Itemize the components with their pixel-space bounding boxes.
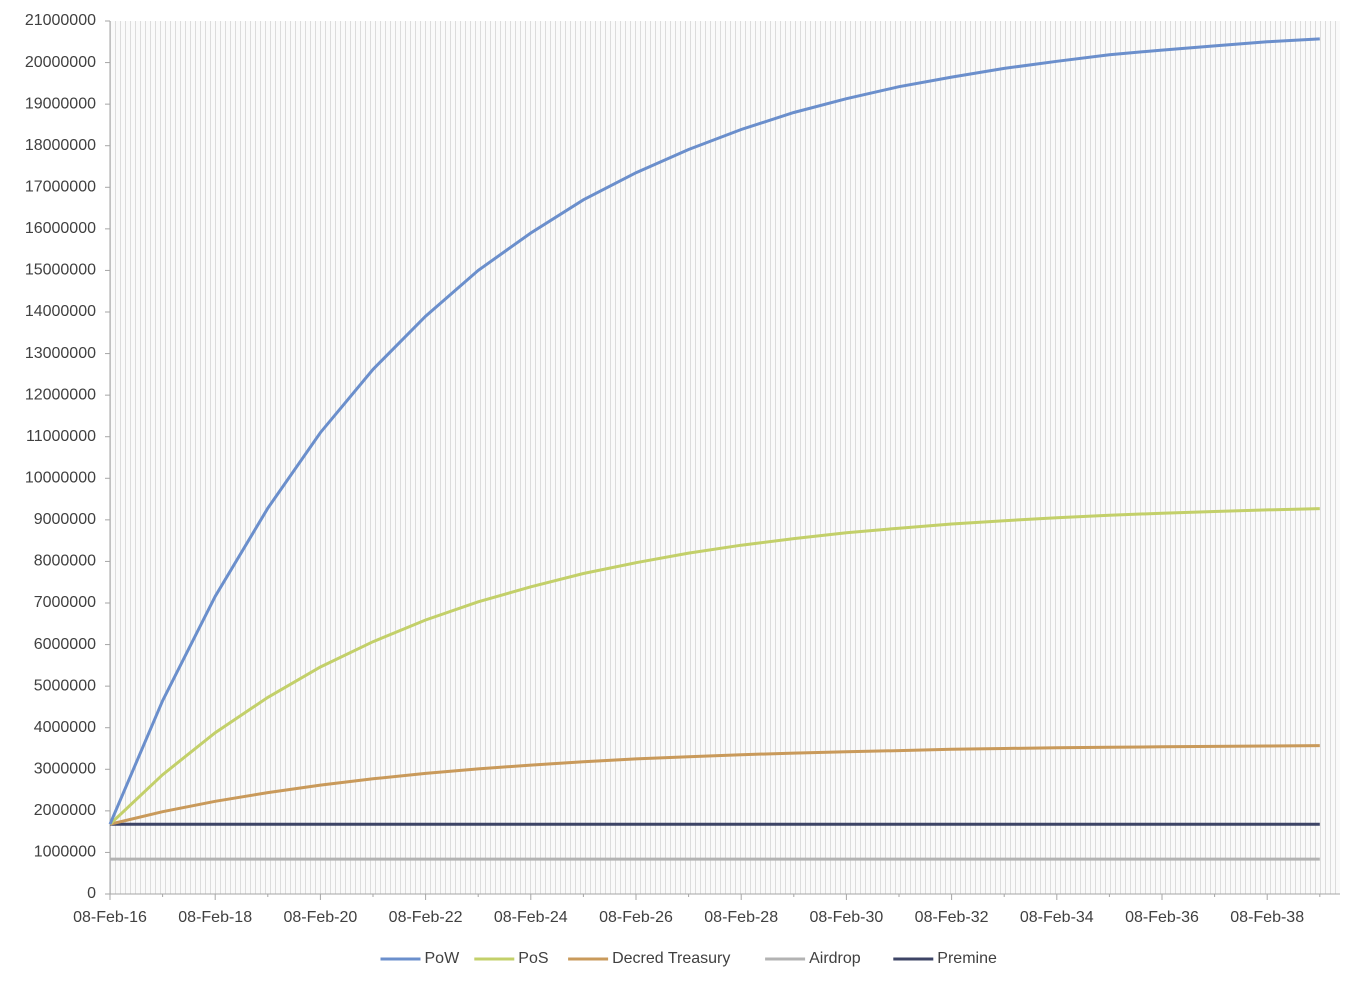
y-tick-label: 14000000 (25, 303, 96, 320)
x-tick-label: 08-Feb-20 (283, 909, 357, 926)
series-line (108, 507, 1320, 826)
x-tick-label: 08-Feb-22 (389, 909, 463, 926)
x-tick-label: 08-Feb-18 (178, 909, 252, 926)
x-tick-label: 08-Feb-38 (1230, 909, 1304, 926)
y-tick-label: 7000000 (34, 594, 96, 611)
y-tick-label: 21000000 (25, 12, 96, 29)
y-tick-label: 9000000 (34, 511, 96, 528)
y-tick-label: 13000000 (25, 345, 96, 362)
y-tick-label: 2000000 (34, 802, 96, 819)
series-line (109, 744, 1320, 826)
y-tick-label: 19000000 (25, 95, 96, 112)
legend-label: PoS (518, 950, 548, 967)
x-tick-label: 08-Feb-24 (494, 909, 568, 926)
x-tick-label: 08-Feb-30 (809, 909, 883, 926)
y-tick-label: 8000000 (34, 553, 96, 570)
y-tick-label: 20000000 (25, 54, 96, 71)
x-tick-label: 08-Feb-16 (73, 909, 147, 926)
x-tick-label: 08-Feb-36 (1125, 909, 1199, 926)
y-tick-label: 1000000 (34, 844, 96, 861)
x-tick-label: 08-Feb-28 (704, 909, 778, 926)
y-tick-label: 18000000 (25, 137, 96, 154)
y-tick-label: 15000000 (25, 262, 96, 279)
legend-label: Airdrop (809, 950, 861, 967)
legend-label: Decred Treasury (612, 950, 730, 967)
y-tick-label: 10000000 (25, 470, 96, 487)
y-tick-label: 11000000 (26, 428, 96, 445)
y-tick-label: 0 (87, 885, 96, 902)
y-tick-label: 12000000 (25, 386, 96, 403)
y-tick-label: 6000000 (34, 636, 96, 653)
y-tick-label: 4000000 (34, 719, 96, 736)
y-tick-label: 3000000 (34, 761, 96, 778)
x-tick-label: 08-Feb-32 (915, 909, 989, 926)
x-tick-label: 08-Feb-34 (1020, 909, 1094, 926)
legend-label: PoW (425, 950, 461, 967)
y-tick-label: 17000000 (25, 179, 96, 196)
legend-label: Premine (937, 950, 997, 967)
plot-background (110, 21, 1340, 894)
x-tick-label: 08-Feb-26 (599, 909, 673, 926)
y-tick-label: 5000000 (34, 677, 96, 694)
y-tick-label: 16000000 (25, 220, 96, 237)
series-line (108, 37, 1320, 825)
